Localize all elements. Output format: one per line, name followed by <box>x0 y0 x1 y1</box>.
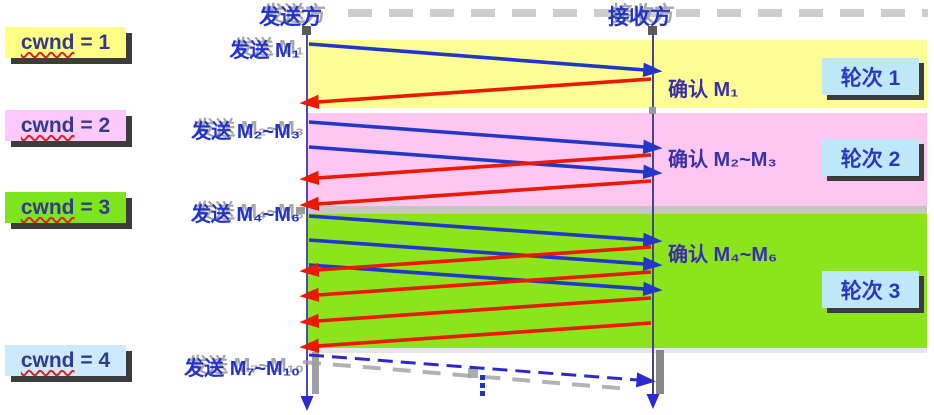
send-label-m1: 发送 M₁ <box>229 40 301 62</box>
cwnd-value: = 4 <box>74 348 111 372</box>
round-3-arrows <box>299 214 663 354</box>
cwnd-value: = 1 <box>74 30 111 54</box>
round-4-arrows <box>302 353 656 396</box>
cwnd-word: cwnd <box>20 113 75 137</box>
send-label-m4-m6: 发送 M₄~M₆ <box>190 204 300 226</box>
round-badge-2: 轮次 2 <box>822 139 919 176</box>
cwnd-box-4: cwnd = 4 <box>5 345 126 376</box>
data-arrow-m6 <box>308 263 663 297</box>
ack-arrow-1 <box>299 245 652 278</box>
data-arrow-m3 <box>308 145 663 180</box>
ack-arrow-4 <box>299 321 652 354</box>
cwnd-word: cwnd <box>20 195 75 219</box>
continuation-ellipsis-dots <box>480 375 485 396</box>
ack-arrow-3 <box>299 296 652 329</box>
receiver-lifeline <box>646 29 660 409</box>
round-1-arrows <box>299 42 663 110</box>
receiver-column-header: 接收方 <box>608 6 671 29</box>
send-label-m2-m3: 发送 M₂~M₃ <box>191 121 300 143</box>
ack-arrow-m2 <box>299 153 652 186</box>
round-badge-3: 轮次 3 <box>822 271 919 308</box>
data-arrow-m7-m10-dashed <box>308 353 656 388</box>
dashed-arrow-shadow <box>302 360 631 391</box>
cwnd-box-3: cwnd = 3 <box>5 192 126 223</box>
send-label-m7-m10: 发送 M₇~M₁₀ <box>184 358 300 380</box>
cwnd-word: cwnd <box>20 348 75 372</box>
cwnd-word: cwnd <box>20 30 75 54</box>
data-arrow-m5 <box>308 238 663 272</box>
cwnd-box-1: cwnd = 1 <box>5 27 126 58</box>
ack-label-m4-m6: 确认 M₄~M₆ <box>668 244 778 266</box>
data-arrow-m2 <box>308 120 663 155</box>
sender-column-header: 发送方 <box>259 6 322 29</box>
sender-lifeline <box>300 29 314 411</box>
ack-arrow-2 <box>299 270 652 303</box>
cwnd-value: = 2 <box>74 113 111 137</box>
round-2-arrows <box>299 120 663 212</box>
cwnd-value: = 3 <box>74 195 111 219</box>
band-divider-strip <box>308 206 927 214</box>
ack-label-m2-m3: 确认 M₂~M₃ <box>668 149 777 171</box>
ack-arrow-m3 <box>299 179 652 212</box>
data-arrow-m4 <box>308 214 663 248</box>
round-badge-1: 轮次 1 <box>822 58 919 95</box>
ack-label-m1: 确认 M₁ <box>668 79 739 101</box>
cwnd-box-2: cwnd = 2 <box>5 110 126 141</box>
ack-arrow-m1 <box>299 77 652 110</box>
data-arrow-m1 <box>308 42 663 78</box>
